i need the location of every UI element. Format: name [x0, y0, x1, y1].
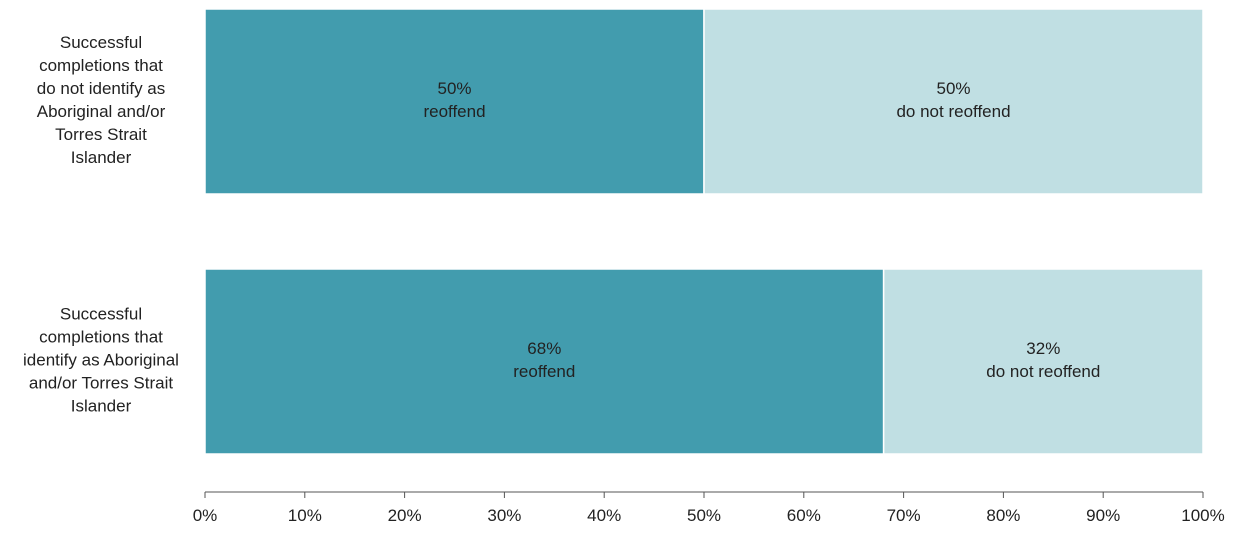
bars-layer: [204, 8, 1204, 455]
data-label: 50% reoffend: [423, 79, 485, 121]
data-label-line: do not reoffend: [986, 362, 1100, 381]
bar-segment-do-not-reoffend: [703, 8, 1204, 195]
category-label-line: Successful: [60, 33, 142, 52]
data-label-line: do not reoffend: [896, 102, 1010, 121]
data-label-line: 50%: [437, 79, 471, 98]
data-label-line: 68%: [527, 339, 561, 358]
category-label-line: Aboriginal and/or: [37, 102, 166, 121]
category-label-line: completions that: [39, 56, 163, 75]
category-label-line: do not identify as: [37, 79, 166, 98]
bar-segment-reoffend: [204, 268, 885, 455]
category-labels-layer: Successful completions that do not identif…: [23, 33, 179, 416]
x-tick-label: 0%: [193, 506, 218, 525]
data-labels-layer: 50% reoffend 50% do not reoffend 68% reoffend…: [423, 79, 1100, 381]
x-tick-label: 60%: [787, 506, 821, 525]
x-axis: 0% 10% 20% 30% 40% 50% 60% 70% 80% 90% 100%: [193, 491, 1225, 525]
x-tick-label: 90%: [1086, 506, 1120, 525]
bar-segment-reoffend: [204, 8, 705, 195]
x-tick-label: 30%: [487, 506, 521, 525]
category-label-line: and/or Torres Strait: [29, 374, 174, 393]
category-label-line: Islander: [71, 397, 132, 416]
x-tick-label: 10%: [288, 506, 322, 525]
data-label-line: 50%: [936, 79, 970, 98]
data-label-line: reoffend: [513, 362, 575, 381]
data-label: 50% do not reoffend: [896, 79, 1010, 121]
x-tick-label: 50%: [687, 506, 721, 525]
x-tick-label: 20%: [388, 506, 422, 525]
x-tick-label: 70%: [887, 506, 921, 525]
category-label-line: identify as Aboriginal: [23, 351, 179, 370]
bar-segment-do-not-reoffend: [882, 268, 1204, 455]
x-tick-label: 100%: [1181, 506, 1224, 525]
data-label-line: 32%: [1026, 339, 1060, 358]
x-tick-label: 40%: [587, 506, 621, 525]
category-label: Successful completions that identify as Ab…: [23, 305, 179, 416]
category-label-line: Torres Strait: [55, 125, 147, 144]
category-label: Successful completions that do not identif…: [37, 33, 166, 167]
data-label-line: reoffend: [423, 102, 485, 121]
category-label-line: Successful: [60, 305, 142, 324]
category-label-line: Islander: [71, 148, 132, 167]
data-label: 32% do not reoffend: [986, 339, 1100, 381]
data-label: 68% reoffend: [513, 339, 575, 381]
x-tick-label: 80%: [986, 506, 1020, 525]
category-label-line: completions that: [39, 328, 163, 347]
